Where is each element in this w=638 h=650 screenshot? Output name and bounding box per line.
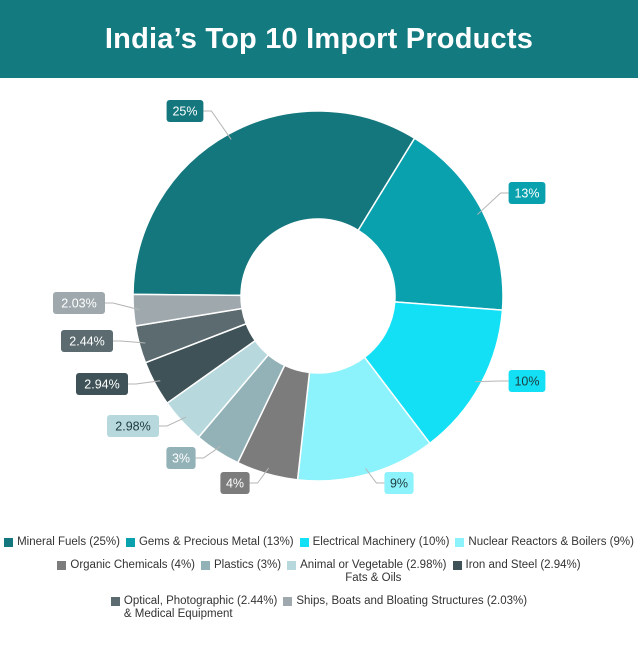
legend-swatch — [201, 561, 211, 570]
legend-item-animal-vegetable: Animal or Vegetable (2.98%) Fats & Oils — [287, 559, 447, 585]
data-label: 9% — [390, 477, 408, 491]
data-label-box — [508, 370, 546, 392]
legend-label: Electrical Machinery (10%) — [312, 536, 450, 548]
legend-label: Gems & Precious Metal (13%) — [138, 536, 294, 548]
leader-line — [203, 110, 232, 140]
data-label-box — [166, 447, 196, 469]
legend-swatch — [287, 561, 297, 570]
donut-slice — [132, 293, 243, 327]
legend-row: Organic Chemicals (4%) Plastics (3%) Ani… — [0, 559, 638, 585]
leader-line — [475, 380, 509, 383]
leader-line — [128, 380, 161, 385]
legend-swatch — [4, 538, 14, 547]
legend-item-organic-chemicals: Organic Chemicals (4%) — [57, 559, 195, 572]
legend-label: Organic Chemicals (4%) — [70, 559, 196, 571]
data-label-box — [53, 292, 105, 314]
donut-slice — [132, 110, 416, 297]
legend-swatch — [299, 538, 309, 547]
data-label-box — [508, 182, 546, 204]
legend-item-optical-photographic: Optical, Photographic (2.44%) & Medical E… — [110, 595, 278, 621]
data-label: 2.98% — [115, 420, 150, 434]
legend-swatch — [125, 538, 135, 547]
leader-line — [249, 467, 269, 484]
data-label: 25% — [172, 105, 197, 119]
data-label-box — [107, 415, 159, 437]
legend-item-mineral-fuels: Mineral Fuels (25%) — [4, 536, 120, 549]
legend-row: Optical, Photographic (2.44%) & Medical E… — [0, 595, 638, 621]
leader-line — [159, 416, 187, 427]
legend-label: Nuclear Reactors & Boilers (9%) — [468, 536, 634, 548]
data-label-box — [76, 373, 128, 395]
legend-item-plastics: Plastics (3%) — [201, 559, 281, 572]
legend-label: Ships, Boats and Bloating Structures (2.… — [296, 595, 528, 607]
legend-item-iron-steel: Iron and Steel (2.94%) — [452, 559, 581, 572]
data-label: 10% — [514, 375, 539, 389]
legend-label: Animal or Vegetable (2.98%) Fats & Oils — [300, 559, 447, 584]
data-label: 2.94% — [84, 378, 119, 392]
legend-item-nuclear-reactors: Nuclear Reactors & Boilers (9%) — [455, 536, 634, 549]
legend-item-gems-precious-metal: Gems & Precious Metal (13%) — [125, 536, 294, 549]
data-label-box — [166, 100, 204, 122]
legend-swatch — [455, 538, 465, 547]
legend-swatch — [452, 561, 462, 570]
donut-slice — [357, 137, 504, 311]
chart-title: India’s Top 10 Import Products — [104, 22, 534, 55]
data-label-box — [220, 472, 250, 494]
data-label: 2.03% — [61, 297, 96, 311]
leader-line — [105, 302, 140, 311]
data-label-box — [61, 330, 113, 352]
legend-label: Mineral Fuels (25%) — [17, 536, 120, 548]
data-label: 2.44% — [69, 335, 104, 349]
legend-row: Mineral Fuels (25%) Gems & Precious Meta… — [0, 536, 638, 549]
legend-item-ships-boats: Ships, Boats and Bloating Structures (2.… — [283, 595, 527, 608]
leader-line — [195, 445, 221, 459]
donut-chart: 25% 13% 10% 9% 4% 3% 2.98% 2.94% 2.44% 2.03% — [53, 100, 546, 494]
donut-slice — [363, 301, 504, 445]
data-label-box — [384, 472, 414, 494]
leader-line — [477, 192, 509, 215]
legend-swatch — [283, 597, 293, 606]
data-label: 4% — [226, 477, 244, 491]
leader-line — [113, 340, 146, 344]
chart-header: India’s Top 10 Import Products — [0, 0, 638, 78]
data-label: 13% — [514, 187, 539, 201]
legend-item-electrical-machinery: Electrical Machinery (10%) — [299, 536, 450, 549]
legend-label: Iron and Steel (2.94%) — [465, 559, 581, 571]
legend-swatch — [57, 561, 67, 570]
chart-legend: Mineral Fuels (25%) Gems & Precious Meta… — [0, 536, 638, 631]
legend-label: Plastics (3%) — [214, 559, 282, 571]
data-label: 3% — [172, 452, 190, 466]
legend-swatch — [110, 597, 120, 606]
legend-label: Optical, Photographic (2.44%) & Medical E… — [123, 595, 278, 620]
leader-line — [365, 468, 385, 484]
